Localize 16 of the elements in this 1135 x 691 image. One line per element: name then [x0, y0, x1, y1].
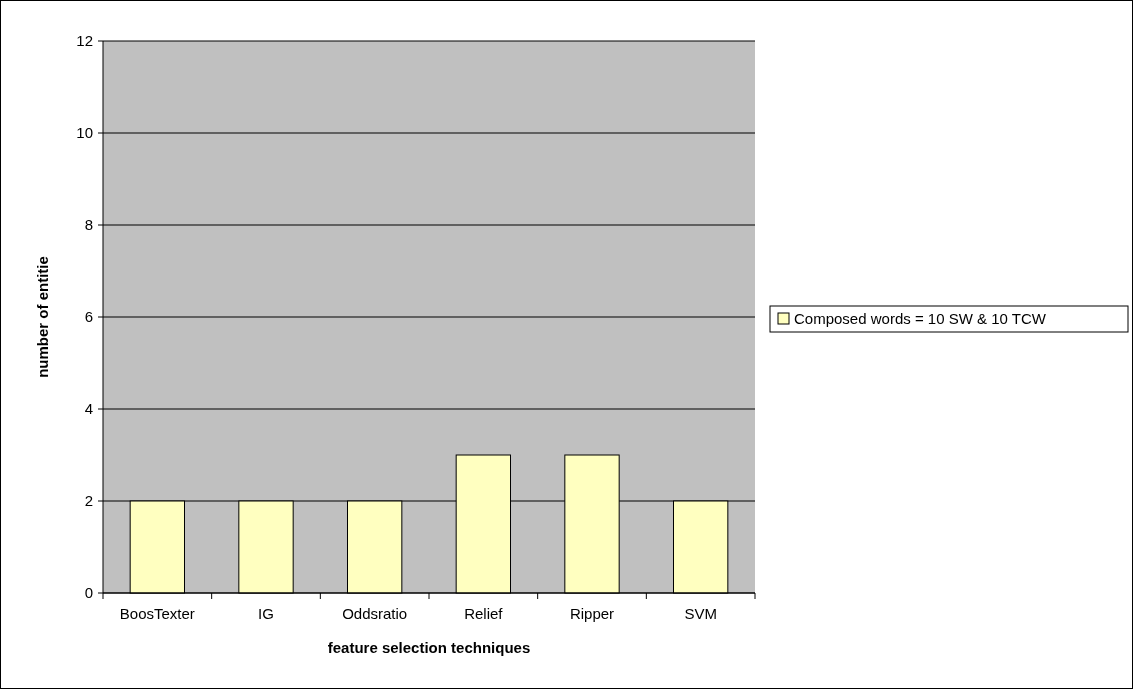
y-axis-title: number of entitie: [34, 256, 51, 378]
y-tick-label: 4: [84, 400, 93, 418]
x-axis-title: feature selection techniques: [327, 639, 531, 656]
x-tick-label: BoosTexter: [119, 605, 195, 622]
x-tick-label: Oddsratio: [342, 605, 408, 622]
legend-label: Composed words = 10 SW & 10 TCW: [794, 310, 1047, 328]
y-tick-label: 6: [84, 308, 93, 326]
y-tick-label: 10: [76, 124, 93, 142]
x-tick-label: Relief: [464, 605, 504, 622]
x-tick-label: Ripper: [569, 605, 615, 622]
x-tick-label: IG: [258, 605, 274, 622]
x-tick-label: SVM: [684, 605, 717, 622]
y-tick-label: 12: [76, 32, 93, 50]
y-tick-label: 2: [84, 492, 93, 510]
y-tick-label: 8: [84, 216, 93, 234]
y-tick-label: 0: [84, 584, 93, 602]
